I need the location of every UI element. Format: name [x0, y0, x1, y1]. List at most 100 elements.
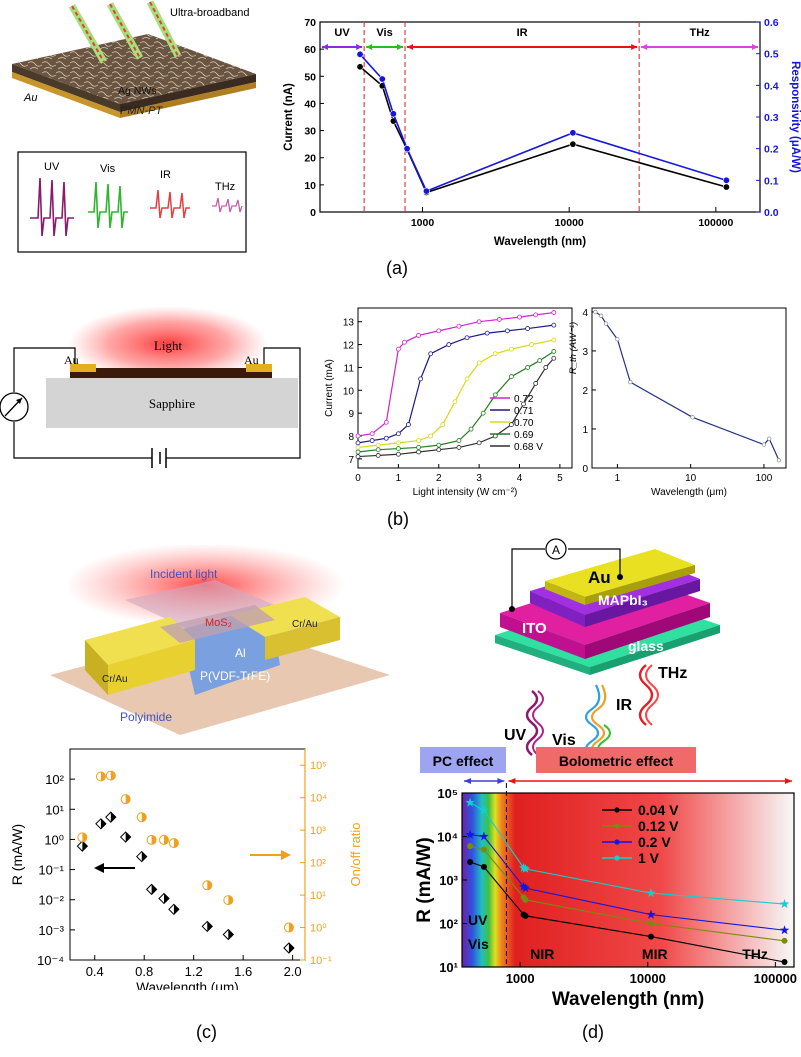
- diamond-marker-fill: [110, 812, 116, 823]
- y-axis-label: Current (mA): [324, 359, 335, 417]
- film-layer: [70, 368, 272, 378]
- y-tick-label: 70: [304, 17, 316, 29]
- ag-nws-label: Ag NWs: [118, 85, 157, 97]
- al-label: Al: [235, 646, 246, 660]
- x-tick-label: 0: [355, 473, 361, 484]
- region-label: UV: [334, 27, 350, 39]
- data-point: [355, 449, 361, 455]
- x-tick-label: 3: [476, 473, 482, 484]
- x-tick-label: 1.6: [234, 964, 252, 979]
- mos2-label: MoS₂: [205, 617, 232, 629]
- y-tick-label: 10²: [439, 917, 458, 932]
- data-point: [504, 328, 510, 334]
- legend-label: 0.70: [514, 418, 534, 429]
- data-point: [406, 422, 411, 427]
- data-point: [496, 317, 502, 322]
- d-vis-label: Vis: [552, 732, 576, 749]
- pmn-pt-label: PMN-PT: [120, 105, 163, 117]
- x-tick-label: 100000: [754, 971, 797, 986]
- thz-wave: [638, 664, 654, 726]
- data-point: [395, 440, 401, 446]
- plot-frame: [357, 307, 573, 469]
- y-tick-label: 40: [304, 98, 316, 110]
- arrow-head-left: [407, 44, 414, 50]
- data-point: [647, 933, 654, 940]
- data-point: [369, 431, 375, 437]
- x-tick-label: 5: [557, 473, 563, 484]
- arrow-head-right: [356, 44, 363, 50]
- pc-effect-box: [420, 747, 506, 773]
- caption-b: (b): [387, 509, 409, 529]
- data-point: [479, 805, 489, 815]
- y-tick-label: 10⁻¹: [38, 863, 64, 878]
- x-tick-label: 10000: [630, 971, 666, 986]
- legend-label: 0.68 V: [514, 442, 543, 453]
- x-axis-label: Wavelength (nm): [552, 989, 704, 1010]
- region-label: Vis: [468, 936, 489, 952]
- vis-signal-trace: [88, 181, 128, 229]
- circle-marker-fill: [82, 832, 87, 842]
- data-point: [569, 129, 577, 137]
- y-right-tick-label: 10²: [310, 858, 326, 870]
- y-right-axis-label: Responsivity (μA/W): [789, 61, 801, 173]
- data-point: [418, 376, 423, 382]
- series-line-0: [595, 311, 780, 461]
- data-point: [476, 360, 482, 366]
- y-right-tick-label: 0.4: [764, 80, 779, 92]
- data-point: [537, 358, 543, 363]
- data-point: [603, 321, 609, 326]
- diamond-marker-fill: [82, 841, 88, 852]
- region-label: IR: [517, 27, 528, 39]
- data-point: [761, 442, 767, 447]
- data-point: [476, 319, 482, 325]
- inset-ir-label: IR: [160, 169, 171, 181]
- x-tick-label: 1000: [506, 971, 535, 986]
- y-tick-label: 10³: [439, 873, 458, 888]
- data-point: [465, 829, 475, 839]
- data-point: [416, 333, 421, 338]
- legend-marker: [614, 823, 620, 829]
- x-tick-label: 2: [436, 473, 442, 484]
- data-point: [456, 445, 462, 450]
- data-point: [395, 431, 401, 437]
- y-axis-label: R (mA/W): [9, 824, 25, 885]
- region-label: UV: [468, 912, 488, 928]
- y-tick-label: 10⁰: [44, 832, 64, 847]
- data-point: [416, 445, 421, 450]
- arrow-head-right: [631, 44, 638, 50]
- sapphire-label: Sapphire: [149, 396, 195, 411]
- y-tick-label: 50: [304, 71, 316, 83]
- y-tick-label: 10: [343, 386, 355, 397]
- data-point: [369, 438, 375, 443]
- y-right-tick-label: 10¹: [310, 890, 326, 902]
- y-tick-label: 0: [582, 464, 588, 475]
- data-point: [355, 433, 361, 439]
- y-right-tick-label: 10⁻¹: [310, 955, 332, 967]
- au-left-label: Au: [64, 353, 79, 367]
- data-point: [543, 365, 549, 370]
- data-point: [492, 392, 498, 398]
- crau-left-label: Cr/Au: [102, 674, 128, 685]
- data-point: [551, 337, 557, 343]
- circle-marker-fill: [141, 812, 147, 822]
- caption-c: (c): [196, 1022, 217, 1042]
- diamond-marker-fill: [288, 943, 294, 954]
- arrow-head: [497, 778, 505, 784]
- y-tick-label: 1: [582, 425, 588, 436]
- y-tick-label: 12: [343, 341, 355, 352]
- y-tick-label: 2: [582, 386, 588, 397]
- legend-label: 0.2 V: [638, 834, 671, 850]
- ir-signal-trace: [150, 189, 190, 219]
- y-tick-label: 10¹: [45, 802, 64, 817]
- data-point: [646, 888, 656, 898]
- data-point: [525, 365, 530, 370]
- y-axis-label: Current (nA): [283, 83, 295, 151]
- arrow-head-right: [752, 44, 758, 50]
- data-point: [551, 322, 557, 328]
- y-right-tick-label: 10⁰: [310, 923, 327, 935]
- x-tick-label: 0.4: [86, 964, 104, 979]
- data-point: [522, 912, 529, 919]
- data-point: [480, 410, 486, 416]
- data-point: [551, 349, 557, 354]
